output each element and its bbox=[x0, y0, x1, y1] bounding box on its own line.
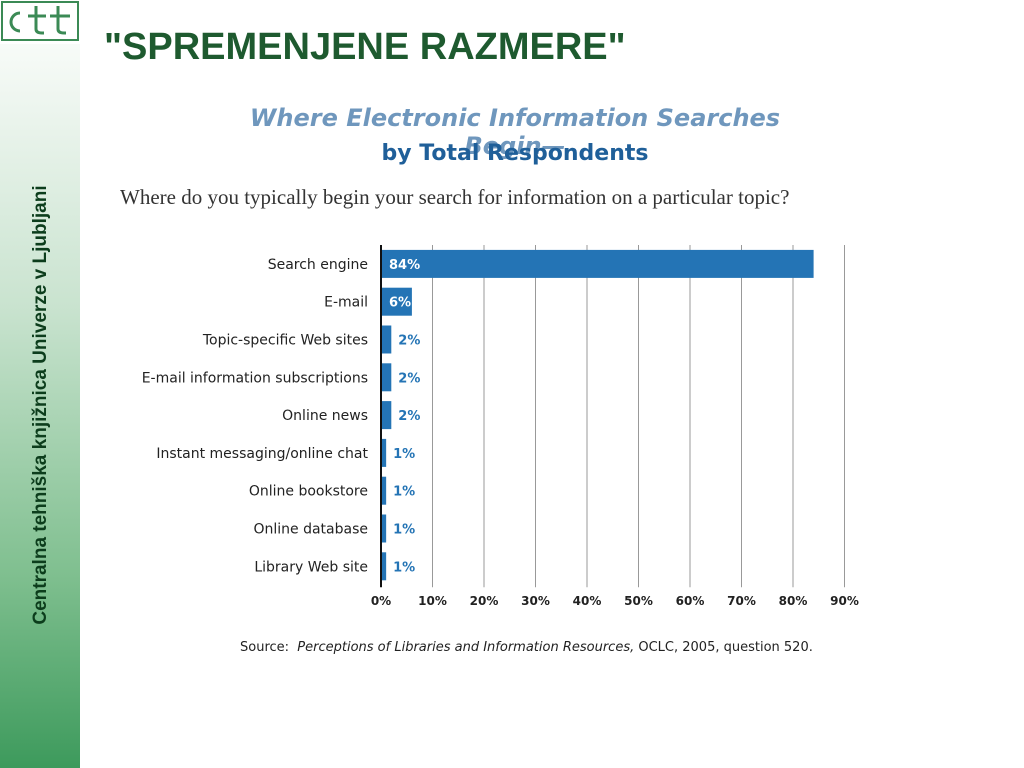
bar bbox=[381, 249, 814, 278]
value-label: 1% bbox=[393, 485, 415, 500]
x-tick-label: 10% bbox=[418, 594, 447, 608]
category-label: Online database bbox=[253, 522, 368, 538]
x-tick-label: 0% bbox=[371, 594, 391, 608]
ctk-logo-icon bbox=[0, 0, 80, 44]
category-label: Instant messaging/online chat bbox=[156, 446, 368, 462]
category-label: Online bookstore bbox=[249, 484, 368, 500]
bar bbox=[381, 401, 392, 430]
x-tick-label: 80% bbox=[779, 594, 808, 608]
category-label: Library Web site bbox=[254, 559, 368, 575]
category-label: Online news bbox=[282, 408, 368, 424]
category-label: Topic-specific Web sites bbox=[202, 333, 368, 349]
bar bbox=[381, 287, 412, 316]
value-label: 1% bbox=[393, 523, 415, 538]
sidebar: Centralna tehniška knjižnica Univerze v … bbox=[0, 0, 80, 768]
source-note: Source: Perceptions of Libraries and Inf… bbox=[240, 640, 813, 655]
chart-subtitle: by Total Respondents bbox=[381, 141, 649, 166]
chart-question: Where do you typically begin your search… bbox=[120, 185, 790, 209]
x-tick-label: 20% bbox=[470, 594, 499, 608]
category-label: Search engine bbox=[268, 257, 368, 273]
source-work: Perceptions of Libraries and Information… bbox=[297, 640, 635, 655]
value-label: 6% bbox=[389, 296, 411, 311]
source-rest: OCLC, 2005, question 520. bbox=[638, 640, 813, 655]
value-label: 84% bbox=[389, 258, 420, 273]
value-label: 2% bbox=[398, 371, 420, 386]
x-tick-label: 90% bbox=[830, 594, 859, 608]
bar bbox=[381, 552, 387, 581]
bar bbox=[381, 438, 387, 467]
bar bbox=[381, 363, 392, 392]
bar bbox=[381, 514, 387, 543]
category-label: E-mail information subscriptions bbox=[142, 370, 368, 386]
value-label: 2% bbox=[398, 334, 420, 349]
x-tick-label: 40% bbox=[573, 594, 602, 608]
bar bbox=[381, 476, 387, 505]
x-tick-label: 30% bbox=[521, 594, 550, 608]
source-prefix: Source: bbox=[240, 640, 290, 655]
value-label: 2% bbox=[398, 409, 420, 424]
x-tick-label: 70% bbox=[727, 594, 756, 608]
x-tick-label: 50% bbox=[624, 594, 653, 608]
slide-title: "SPREMENJENE RAZMERE" bbox=[104, 26, 626, 68]
category-label: E-mail bbox=[324, 295, 368, 311]
value-label: 1% bbox=[393, 560, 415, 575]
bar bbox=[381, 325, 392, 354]
value-label: 1% bbox=[393, 447, 415, 462]
x-tick-label: 60% bbox=[676, 594, 705, 608]
chart-title: Where Electronic Information Searches Be… bbox=[249, 104, 781, 160]
